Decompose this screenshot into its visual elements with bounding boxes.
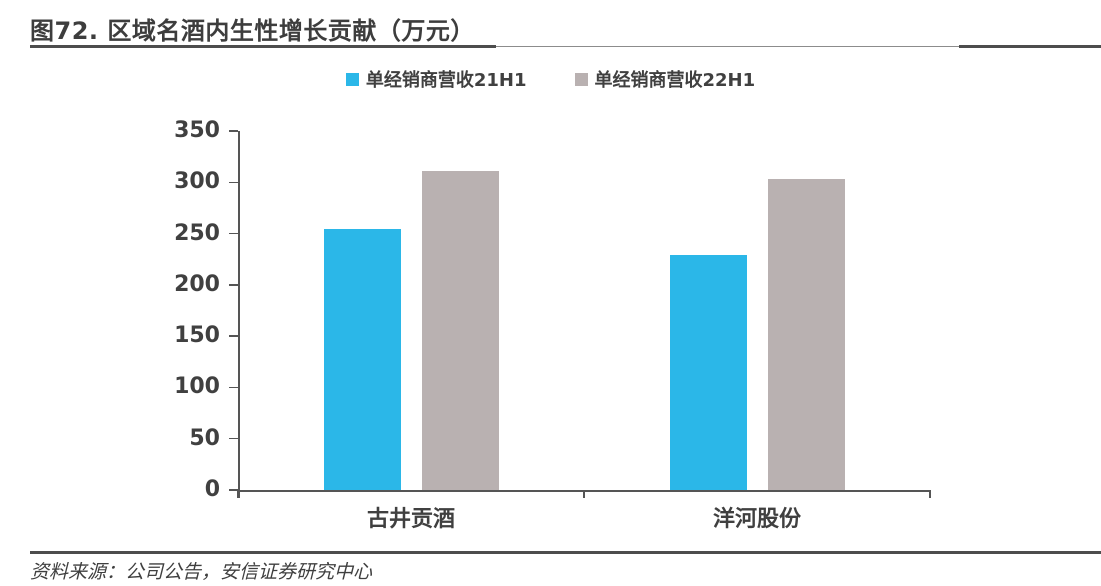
x-axis-tick — [583, 490, 585, 498]
category-label: 古井贡酒 — [366, 507, 455, 532]
figure-title: 图72. 区域名酒内生性增长贡献（万元） — [30, 17, 475, 45]
y-axis-line — [238, 131, 240, 498]
y-axis-tick — [229, 489, 238, 491]
y-axis-tick — [229, 437, 238, 440]
category-label: 洋河股份 — [712, 507, 801, 532]
title-rule-thick-left — [30, 45, 496, 48]
y-tick-label: 150 — [174, 323, 220, 349]
y-axis-tick — [229, 181, 238, 184]
y-tick-label: 100 — [174, 374, 220, 400]
y-tick-label: 200 — [174, 271, 220, 297]
footer-rule — [30, 551, 1101, 554]
y-axis-tick — [229, 284, 238, 286]
chart-legend: 单经销商营收21H1 单经销商营收22H1 — [0, 66, 1101, 92]
x-axis-tick — [929, 490, 931, 498]
title-rule-thick-right — [959, 45, 1101, 48]
y-axis-tick — [229, 130, 238, 132]
y-axis-tick — [229, 386, 238, 389]
y-tick-label: 0 — [204, 477, 220, 502]
y-axis-tick — [229, 335, 238, 337]
y-axis-tick — [229, 232, 238, 235]
y-tick-label: 50 — [189, 425, 220, 451]
source-note: 资料来源：公司公告，安信证券研究中心 — [30, 561, 373, 583]
bar — [669, 255, 747, 490]
legend-swatch-21h1 — [345, 72, 359, 86]
x-axis-tick — [237, 490, 239, 498]
y-tick-label: 300 — [174, 169, 220, 195]
bar — [421, 171, 499, 490]
legend-item-21h1: 单经销商营收21H1 — [345, 66, 527, 92]
y-tick-label: 250 — [174, 220, 220, 246]
title-rule-thin — [30, 46, 1101, 47]
legend-swatch-22h1 — [574, 72, 588, 86]
legend-item-22h1: 单经销商营收22H1 — [574, 66, 756, 92]
bar — [767, 179, 845, 490]
legend-label-22h1: 单经销商营收22H1 — [594, 70, 756, 91]
bar — [323, 229, 401, 490]
legend-label-21h1: 单经销商营收21H1 — [365, 70, 527, 91]
y-tick-label: 350 — [174, 118, 220, 143]
